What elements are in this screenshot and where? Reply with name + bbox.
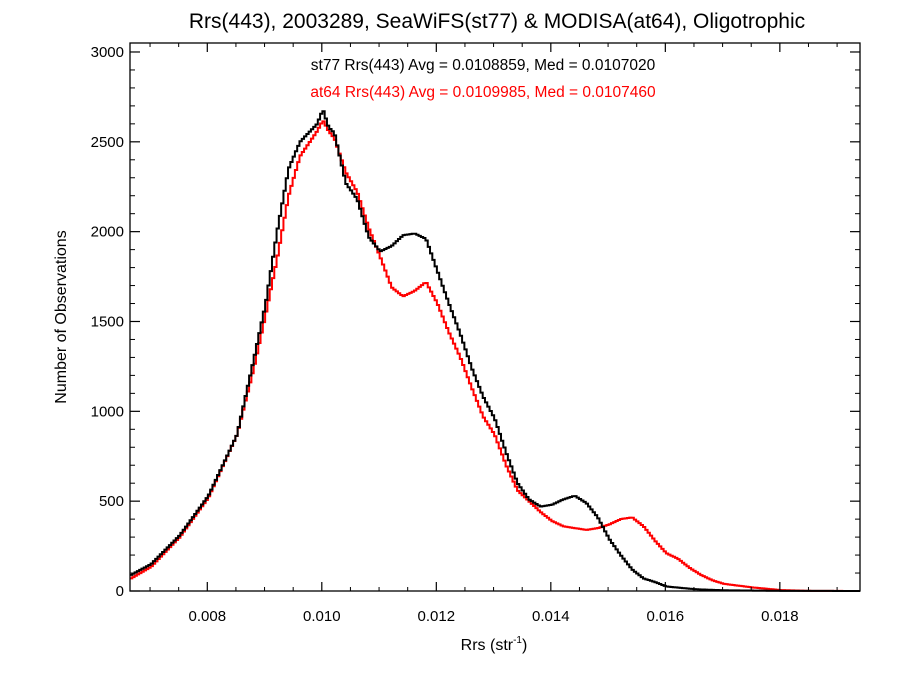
x-tick-label: 0.008: [189, 608, 227, 625]
series-st77-line: [130, 110, 860, 592]
x-axis-label-close: ): [522, 637, 527, 654]
y-tick-label: 500: [99, 493, 124, 510]
x-tick-label: 0.012: [418, 608, 456, 625]
x-axis-label: Rrs (str-1): [461, 635, 528, 654]
y-tick-label: 3000: [91, 44, 124, 61]
y-tick-label: 2000: [91, 224, 124, 241]
x-tick-label: 0.010: [303, 608, 341, 625]
x-axis-label-main: Rrs (str: [461, 637, 514, 654]
y-axis-label: Number of Observations: [53, 230, 70, 403]
x-axis-label-sup: -1: [513, 635, 522, 646]
st77-annotation: st77 Rrs(443) Avg = 0.0108859, Med = 0.0…: [311, 57, 656, 74]
plot-frame: [129, 42, 861, 592]
y-tick-label: 1000: [91, 403, 124, 420]
y-tick-label: 0: [116, 583, 124, 600]
y-tick-label: 2500: [91, 134, 124, 151]
x-tick-label: 0.016: [647, 608, 685, 625]
chart-title: Rrs(443), 2003289, SeaWiFS(st77) & MODIS…: [189, 10, 805, 33]
ticks-layer: 0.008 0.010 0.012 0.014 0.016 0.018 0 500 1000 15…: [91, 43, 860, 625]
series-at64-line: [130, 120, 860, 592]
at64-annotation: at64 Rrs(443) Avg = 0.0109985, Med = 0.0…: [310, 84, 656, 101]
x-tick-label: 0.018: [761, 608, 799, 625]
x-tick-label: 0.014: [532, 608, 570, 625]
y-tick-label: 1500: [91, 313, 124, 330]
series-layer: [130, 110, 860, 592]
